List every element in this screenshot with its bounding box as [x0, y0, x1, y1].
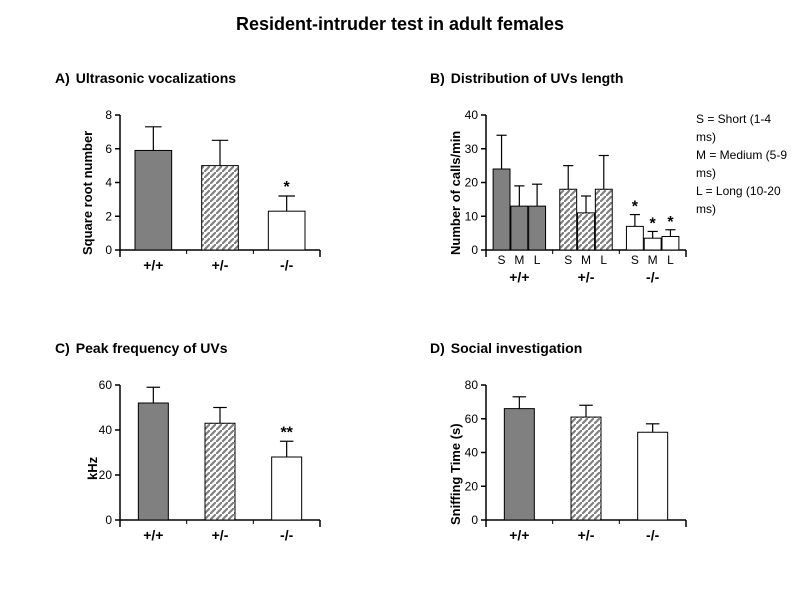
panel-D-title: D)Social investigation	[430, 340, 582, 356]
svg-text:20: 20	[465, 176, 479, 190]
svg-text:*: *	[632, 199, 639, 216]
svg-text:L: L	[534, 253, 541, 267]
svg-text:-/-: -/-	[280, 257, 294, 273]
svg-text:+/-: +/-	[212, 527, 229, 543]
svg-text:0: 0	[105, 243, 112, 257]
panel-D: D)Social investigation Sniffing Time (s) 0…	[420, 340, 790, 565]
figure-main-title: Resident-intruder test in adult females	[0, 14, 800, 35]
panel-A-ylabel: Square root number	[80, 131, 95, 255]
panel-B: B)Distribution of UVs length Number of ca…	[420, 70, 790, 295]
panel-B-ylabel: Number of calls/min	[448, 131, 463, 255]
svg-text:10: 10	[465, 209, 479, 223]
svg-text:+/-: +/-	[578, 269, 595, 285]
svg-text:**: **	[280, 424, 293, 441]
svg-text:*: *	[667, 214, 674, 231]
svg-text:L: L	[667, 253, 674, 267]
svg-text:60: 60	[99, 378, 113, 392]
panel-C-ylabel: kHz	[85, 457, 100, 480]
panel-D-ylabel: Sniffing Time (s)	[448, 423, 463, 525]
svg-text:40: 40	[465, 446, 479, 460]
svg-text:6: 6	[105, 142, 112, 156]
svg-text:+/+: +/+	[509, 527, 529, 543]
svg-text:-/-: -/-	[646, 527, 660, 543]
svg-text:-/-: -/-	[280, 527, 294, 543]
svg-text:*: *	[284, 179, 291, 196]
svg-text:L: L	[600, 253, 607, 267]
panel-B-title: B)Distribution of UVs length	[430, 70, 623, 86]
figure-root: Resident-intruder test in adult females …	[0, 0, 800, 613]
panel-C-title: C)Peak frequency of UVs	[55, 340, 228, 356]
panel-C: C)Peak frequency of UVs kHz 0 20 40 60 +/+ +/- *…	[30, 340, 380, 565]
svg-text:60: 60	[465, 412, 479, 426]
svg-text:S: S	[498, 253, 506, 267]
svg-text:S: S	[564, 253, 572, 267]
svg-text:+/+: +/+	[143, 527, 163, 543]
svg-text:+/-: +/-	[212, 257, 229, 273]
panel-A: A)Ultrasonic vocalizations Square root nu…	[30, 70, 380, 295]
svg-text:20: 20	[99, 468, 113, 482]
svg-text:M: M	[648, 253, 658, 267]
panel-B-legend: S = Short (1-4 ms)M = Medium (5-9 ms)L =…	[696, 110, 790, 218]
svg-text:-/-: -/-	[646, 269, 660, 285]
svg-text:0: 0	[105, 513, 112, 527]
svg-text:2: 2	[105, 209, 112, 223]
svg-text:S: S	[631, 253, 639, 267]
svg-text:30: 30	[465, 142, 479, 156]
svg-text:+/+: +/+	[143, 257, 163, 273]
svg-text:4: 4	[105, 176, 112, 190]
panel-A-title: A)Ultrasonic vocalizations	[55, 70, 236, 86]
svg-text:0: 0	[471, 513, 478, 527]
svg-text:40: 40	[465, 108, 479, 122]
svg-text:M: M	[514, 253, 524, 267]
svg-text:+/+: +/+	[509, 269, 529, 285]
svg-text:80: 80	[465, 378, 479, 392]
svg-text:*: *	[650, 215, 657, 232]
svg-text:8: 8	[105, 108, 112, 122]
svg-text:0: 0	[471, 243, 478, 257]
svg-text:40: 40	[99, 423, 113, 437]
svg-text:M: M	[581, 253, 591, 267]
svg-text:20: 20	[465, 479, 479, 493]
svg-text:+/-: +/-	[578, 527, 595, 543]
